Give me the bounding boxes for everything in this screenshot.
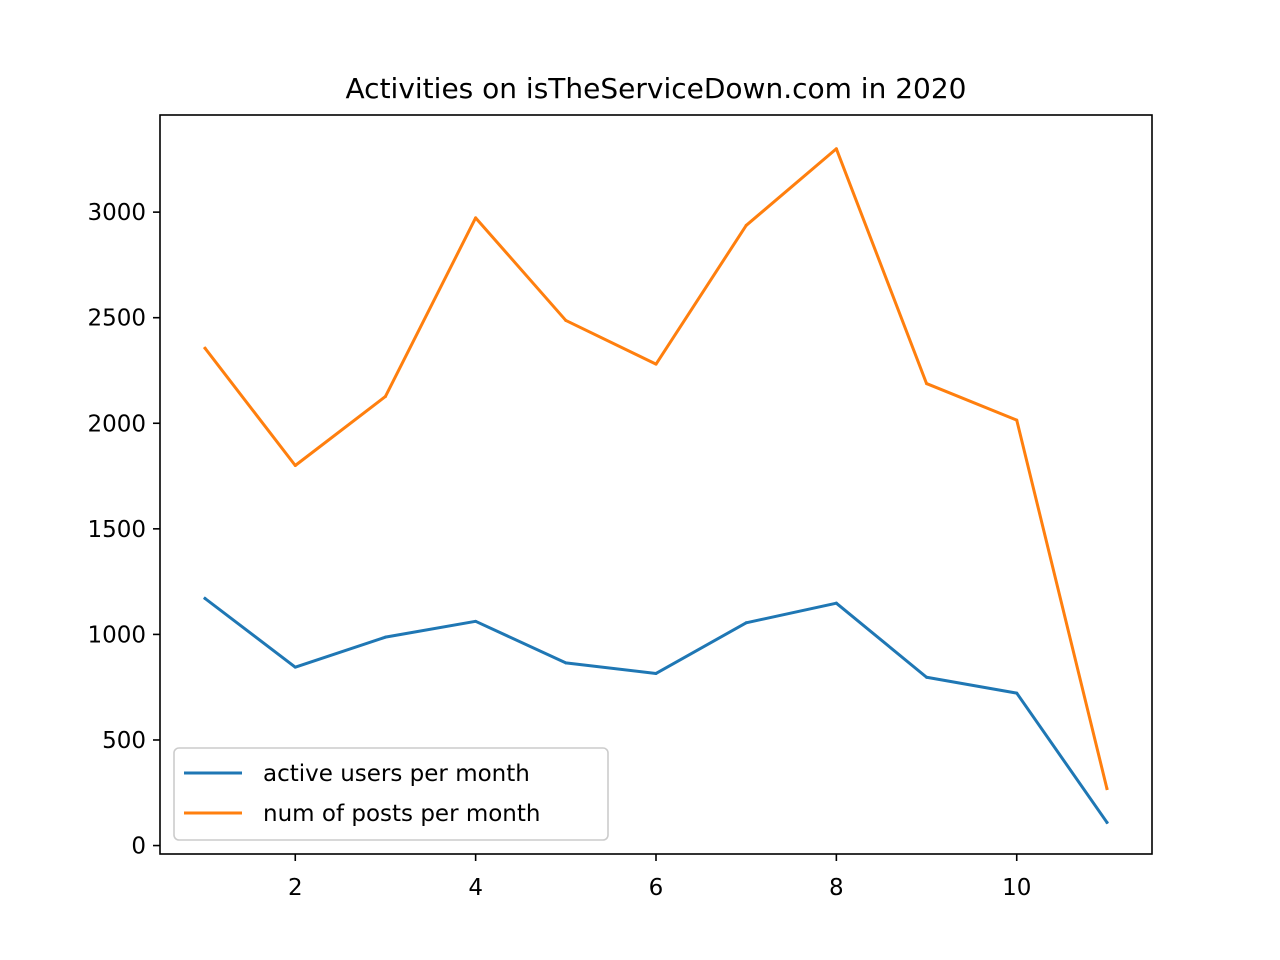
plot-frame (159, 114, 1153, 855)
y-tick-label: 500 (102, 728, 146, 754)
data-point-series-2 (474, 216, 478, 220)
data-point-series-2 (293, 464, 297, 467)
y-tick-label: 0 (131, 834, 146, 860)
data-point-series-1 (564, 661, 568, 665)
data-point-series-2 (383, 394, 387, 398)
y-tick-label: 1500 (87, 517, 146, 543)
x-tick-label: 10 (1002, 875, 1031, 901)
data-point-series-1 (654, 671, 658, 675)
x-tick-label: 6 (649, 875, 664, 901)
y-tick-label: 1000 (87, 622, 146, 648)
legend-label-1: active users per month (263, 761, 530, 787)
data-point-series-1 (203, 597, 207, 601)
data-point-series-2 (203, 346, 207, 350)
x-tick-label: 8 (829, 875, 844, 901)
axes: 2 4 6 8 10 0 500 1000 1500 2000 2500 3000 (87, 114, 1153, 901)
data-point-series-1 (744, 621, 748, 625)
data-point-series-2 (1015, 418, 1019, 422)
data-point-series-2 (564, 318, 568, 322)
data-point-series-2 (834, 147, 838, 151)
legend: active users per month num of posts per m… (173, 747, 609, 841)
data-point-series-1 (293, 665, 297, 669)
data-point-series-2 (654, 362, 658, 366)
x-tick-label: 4 (468, 875, 483, 901)
series-line-2 (202, 147, 1109, 791)
data-point-series-2 (925, 382, 929, 386)
legend-box (173, 747, 609, 841)
data-point-series-1 (834, 601, 838, 605)
data-point-series-1 (1015, 691, 1019, 695)
data-point-series-1 (474, 619, 478, 623)
data-point-series-2 (744, 223, 748, 227)
data-point-series-1 (1105, 820, 1109, 824)
data-point-series-1 (925, 675, 929, 679)
x-tick-label: 2 (288, 875, 303, 901)
plot-area (202, 147, 1109, 825)
legend-label-2: num of posts per month (263, 801, 540, 827)
data-point-series-2 (1105, 787, 1109, 791)
y-tick-label: 2000 (87, 411, 146, 437)
y-tick-label: 2500 (87, 306, 146, 332)
data-point-series-1 (383, 635, 387, 639)
y-tick-label: 3000 (87, 200, 146, 226)
chart-title: Activities on isTheServiceDown.com in 20… (346, 72, 967, 105)
